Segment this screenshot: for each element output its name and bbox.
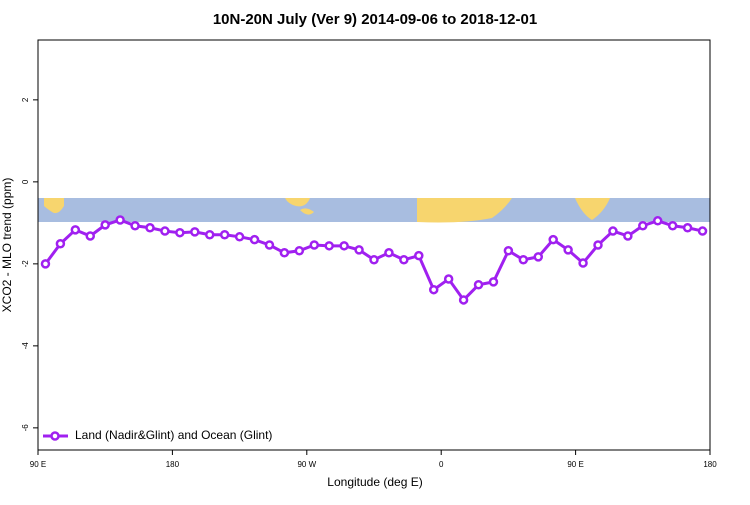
y-tick-label: -4 [21, 342, 30, 350]
data-point [160, 226, 170, 236]
data-point [115, 215, 125, 225]
data-point [518, 255, 529, 265]
data-point [503, 245, 514, 256]
data-point [623, 231, 633, 241]
data-point [458, 295, 469, 305]
data-point [638, 220, 648, 231]
legend-label: Land (Nadir&Glint) and Ocean (Glint) [75, 428, 272, 442]
y-tick-label: 2 [21, 97, 30, 102]
data-point [145, 223, 155, 233]
data-point [190, 227, 200, 237]
data-point [234, 232, 245, 242]
data-point [309, 240, 320, 250]
data-point [40, 259, 51, 269]
data-point [578, 258, 588, 268]
y-tick-label: -6 [21, 424, 30, 432]
data-point [249, 234, 260, 245]
data-point [384, 248, 394, 258]
data-point [593, 240, 603, 250]
data-point [488, 277, 499, 287]
map-band [38, 198, 710, 223]
chart-title: 10N-20N July (Ver 9) 2014-09-06 to 2018-… [213, 11, 537, 28]
x-tick-label: 90 E [567, 460, 583, 469]
data-point [175, 227, 185, 238]
data-point [100, 220, 110, 230]
data-point [219, 230, 230, 240]
data-point [369, 255, 379, 265]
data-point [697, 226, 708, 236]
y-tick-label: -2 [21, 260, 30, 268]
x-tick-label: 180 [166, 460, 180, 469]
data-point [682, 223, 693, 233]
data-point [339, 241, 349, 251]
x-tick-label: 90 E [30, 460, 46, 469]
data-point [667, 220, 678, 231]
y-tick-label: 0 [21, 179, 30, 184]
data-point [354, 245, 364, 255]
data-point [548, 234, 558, 245]
x-tick-label: 90 W [297, 460, 316, 469]
data-point [294, 245, 305, 256]
plot-frame [37, 39, 711, 451]
data-point [443, 274, 454, 284]
data-point [563, 245, 573, 255]
data-point [608, 226, 618, 236]
x-axis-label: Longitude (deg E) [327, 475, 422, 489]
data-point [533, 252, 544, 262]
data-point [428, 284, 439, 295]
data-point [55, 239, 66, 249]
data-point [130, 220, 140, 231]
data-point [264, 240, 275, 250]
y-axis-label: XCO2 - MLO trend (ppm) [0, 178, 14, 313]
data-point [414, 250, 424, 261]
data-point [399, 255, 409, 265]
data-point [324, 241, 334, 251]
data-point [70, 225, 81, 235]
x-tick-label: 0 [439, 460, 444, 469]
legend-marker [50, 431, 60, 441]
data-point [473, 280, 484, 290]
data-point [85, 231, 96, 241]
data-point [652, 216, 663, 226]
data-point [279, 248, 290, 258]
data-point [204, 230, 215, 240]
x-tick-label: 180 [703, 460, 717, 469]
